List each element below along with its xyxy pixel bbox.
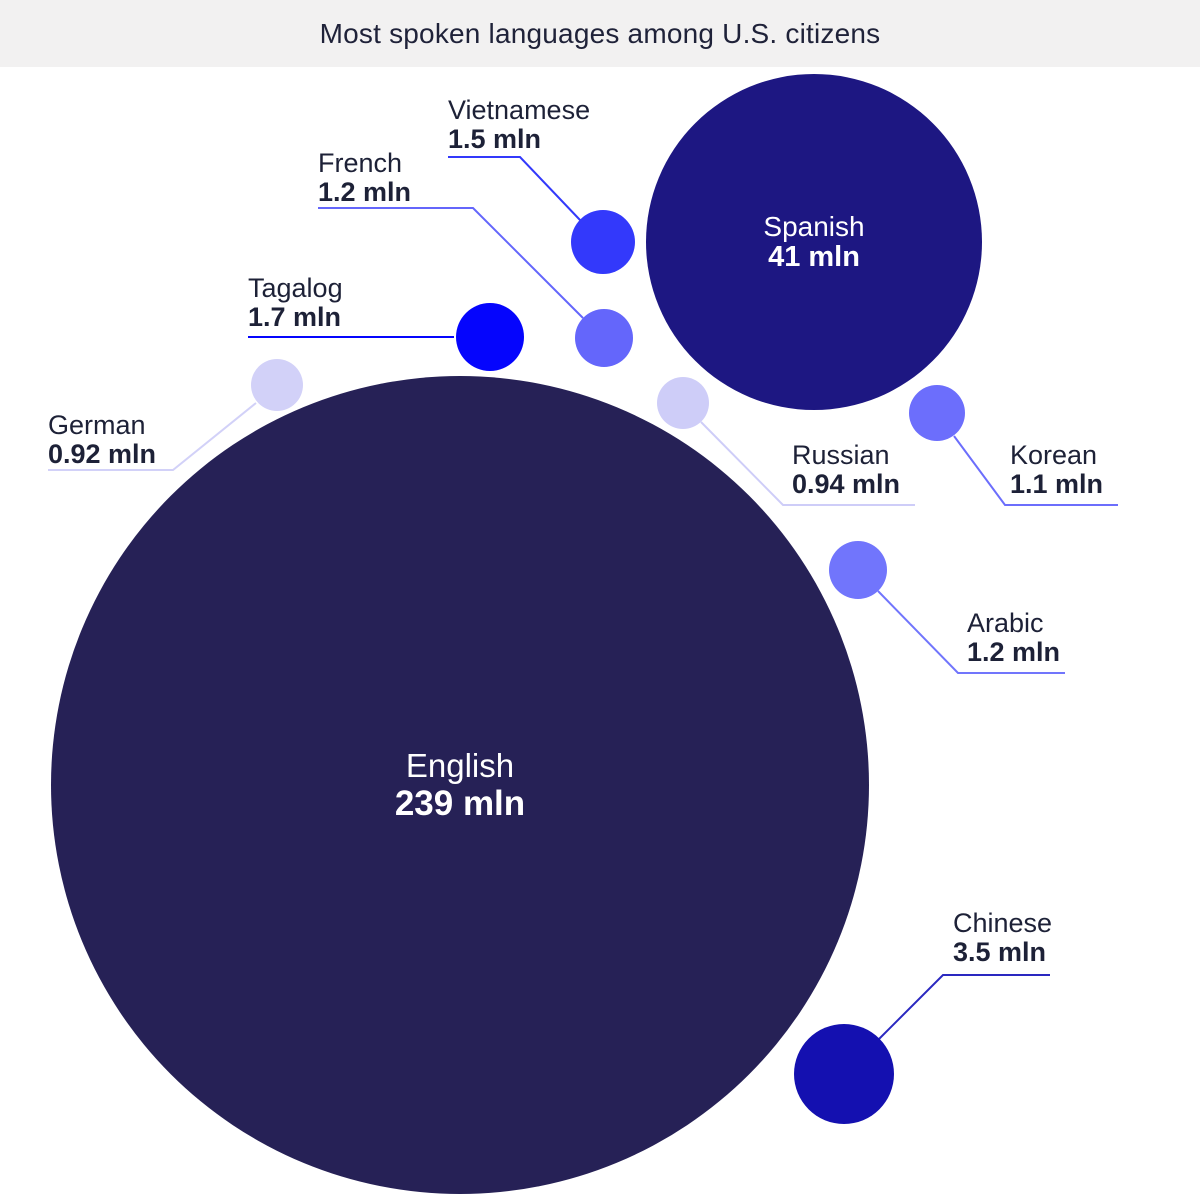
bubble-tagalog	[456, 303, 524, 371]
leader-line-french	[318, 207, 584, 319]
leader-line-german	[48, 402, 257, 471]
chart-title: Most spoken languages among U.S. citizen…	[319, 17, 881, 49]
leader-line-russian	[700, 421, 915, 506]
bubble-vietnamese	[571, 210, 635, 274]
bubble-russian	[657, 377, 709, 429]
leader-line-korean	[953, 435, 1118, 506]
leader-line-vietnamese	[448, 156, 581, 221]
bubble-german	[251, 359, 303, 411]
bubble-french	[575, 309, 633, 367]
leader-line-chinese	[878, 974, 1050, 1040]
bubble-english	[51, 376, 869, 1194]
bubble-korean	[909, 385, 965, 441]
chart-header: Most spoken languages among U.S. citizen…	[0, 0, 1200, 67]
bubble-spanish	[646, 74, 982, 410]
bubble-arabic	[829, 541, 887, 599]
bubble-chinese	[794, 1024, 894, 1124]
leader-line-arabic	[877, 590, 1065, 674]
